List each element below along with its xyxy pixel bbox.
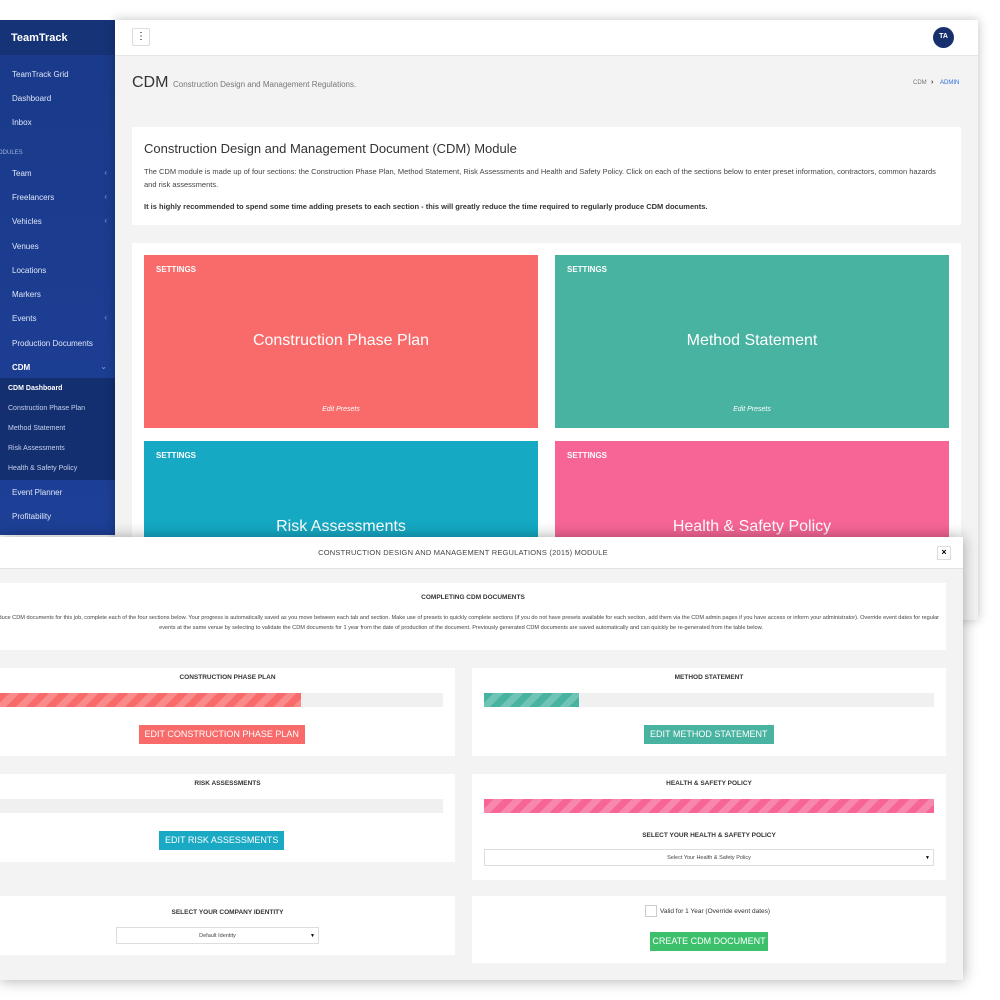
identity-select[interactable]: Default Identity [116, 927, 319, 944]
tile-footer[interactable]: Edit Presets [733, 406, 771, 413]
tile-label: SETTINGS [567, 265, 608, 274]
section-panel: CONSTRUCTION PHASE PLAN EDIT CONSTRUCTION… [0, 668, 455, 756]
caret: ‹ [104, 216, 107, 225]
nav-item[interactable]: CDM [12, 363, 31, 372]
submenu-item[interactable]: Health & Safety Policy [8, 465, 78, 472]
submenu-item[interactable]: Method Statement [8, 425, 66, 432]
caret: ▼ [925, 855, 930, 861]
tile[interactable]: SETTINGS Construction Phase Plan Edit Pres… [144, 255, 538, 428]
tile[interactable]: SETTINGS Method Statement Edit Presets [555, 255, 949, 428]
section-button[interactable]: EDIT METHOD STATEMENT [644, 725, 774, 744]
submenu-bg [0, 378, 115, 480]
nav-item[interactable]: Team [12, 169, 32, 178]
nav-item[interactable]: Dashboard [12, 94, 52, 103]
nav-item[interactable]: Freelancers [12, 193, 55, 202]
policy-select[interactable]: Select Your Health & Safety Policy [484, 849, 934, 866]
submenu-item[interactable]: CDM Dashboard [8, 385, 63, 392]
checkbox-label: Valid for 1 Year (Override event dates) [660, 908, 771, 915]
submenu-item[interactable]: Construction Phase Plan [8, 405, 86, 412]
section-button[interactable]: EDIT CONSTRUCTION PHASE PLAN [138, 725, 305, 744]
info-text: To produce CDM documents for this job, c… [0, 615, 940, 631]
create-panel: Valid for 1 Year (Override event dates) … [472, 896, 946, 963]
identity-panel: SELECT YOUR COMPANY IDENTITY Default Ide… [0, 896, 455, 955]
caret: ⌄ [100, 362, 107, 371]
section-title: CONSTRUCTION PHASE PLAN [179, 674, 276, 681]
tile-title: Construction Phase Plan [252, 332, 430, 349]
avatar[interactable]: TA [933, 27, 954, 48]
tile-label: SETTINGS [156, 265, 197, 274]
caret: ‹ [104, 168, 107, 177]
intro-note: It is highly recommended to spend some t… [144, 202, 708, 211]
section-panel: RISK ASSESSMENTS EDIT RISK ASSESSMENTS [0, 774, 455, 862]
submenu-item[interactable]: Risk Assessments [8, 445, 65, 452]
progress-track [0, 799, 443, 813]
info-title: COMPLETING CDM DOCUMENTS [421, 594, 525, 601]
tile-title: Method Statement [686, 332, 818, 349]
tile-title: Risk Assessments [276, 518, 406, 535]
caret: ‹ [104, 313, 107, 322]
progress-track [484, 693, 934, 707]
progress-fill [484, 799, 934, 813]
checkbox[interactable] [645, 905, 657, 917]
nav-item[interactable]: Profitability [12, 512, 52, 521]
sidebar: TeamTrack TeamTrack Grid Dashboard Inbox MO… [0, 20, 115, 535]
close-button[interactable]: × [937, 546, 951, 560]
tile-label: SETTINGS [156, 451, 197, 460]
nav-item[interactable]: Locations [12, 266, 47, 275]
intro-card: Construction Design and Management Docum… [132, 127, 961, 225]
section-title: METHOD STATEMENT [674, 674, 744, 681]
page-subtitle: Construction Design and Management Regul… [173, 80, 357, 89]
nav-item[interactable]: Event Planner [12, 488, 63, 497]
modal-title: CONSTRUCTION DESIGN AND MANAGEMENT REGUL… [318, 548, 608, 557]
section-title: RISK ASSESSMENTS [194, 780, 261, 787]
brand: TeamTrack [0, 20, 115, 55]
progress-fill [0, 693, 302, 707]
tile-footer[interactable]: Edit Presets [322, 406, 360, 413]
topbar: ⋮ TA [115, 20, 978, 56]
nav-item[interactable]: Venues [12, 242, 39, 251]
progress-track [0, 693, 443, 707]
caret: ‹ [104, 192, 107, 201]
section-panel: HEALTH & SAFETY POLICY SELECT YOUR HEALTH… [472, 774, 946, 880]
nav-item[interactable]: Vehicles [12, 217, 42, 226]
create-button[interactable]: CREATE CDM DOCUMENT [650, 932, 768, 951]
nav-section: MODULES [0, 150, 23, 156]
section-title: HEALTH & SAFETY POLICY [666, 780, 752, 787]
nav-item[interactable]: Production Documents [12, 339, 93, 348]
page-title: CDM [132, 74, 169, 91]
menu-button[interactable]: ⋮ [132, 28, 150, 46]
progress-track [484, 799, 934, 813]
intro-title: Construction Design and Management Docum… [144, 141, 517, 156]
identity-label: SELECT YOUR COMPANY IDENTITY [171, 909, 284, 916]
nav-item[interactable]: Inbox [12, 118, 32, 127]
progress-fill [484, 693, 579, 707]
section-button[interactable]: EDIT RISK ASSESSMENTS [159, 831, 285, 850]
select-label: SELECT YOUR HEALTH & SAFETY POLICY [642, 832, 776, 839]
breadcrumb[interactable]: ADMIN [940, 80, 960, 86]
tile-title: Health & Safety Policy [672, 518, 832, 535]
modal: CONSTRUCTION DESIGN AND MANAGEMENT REGUL… [0, 537, 963, 980]
breadcrumb-sep: › [931, 79, 934, 86]
breadcrumb[interactable]: CDM [913, 80, 927, 86]
section-panel: METHOD STATEMENT EDIT METHOD STATEMENT [472, 668, 946, 756]
intro-text: The CDM module is made up of four sectio… [144, 167, 936, 189]
nav-item[interactable]: Events [12, 314, 37, 323]
caret: ▼ [310, 933, 315, 939]
nav-item[interactable]: TeamTrack Grid [12, 70, 69, 79]
main: ⋮ TA CDM Construction Design and Managem… [115, 20, 978, 643]
nav-item[interactable]: Markers [12, 290, 41, 299]
tile-label: SETTINGS [567, 451, 608, 460]
modal-header: CONSTRUCTION DESIGN AND MANAGEMENT REGUL… [0, 537, 963, 569]
info-card: COMPLETING CDM DOCUMENTS To produce CDM … [0, 583, 946, 650]
